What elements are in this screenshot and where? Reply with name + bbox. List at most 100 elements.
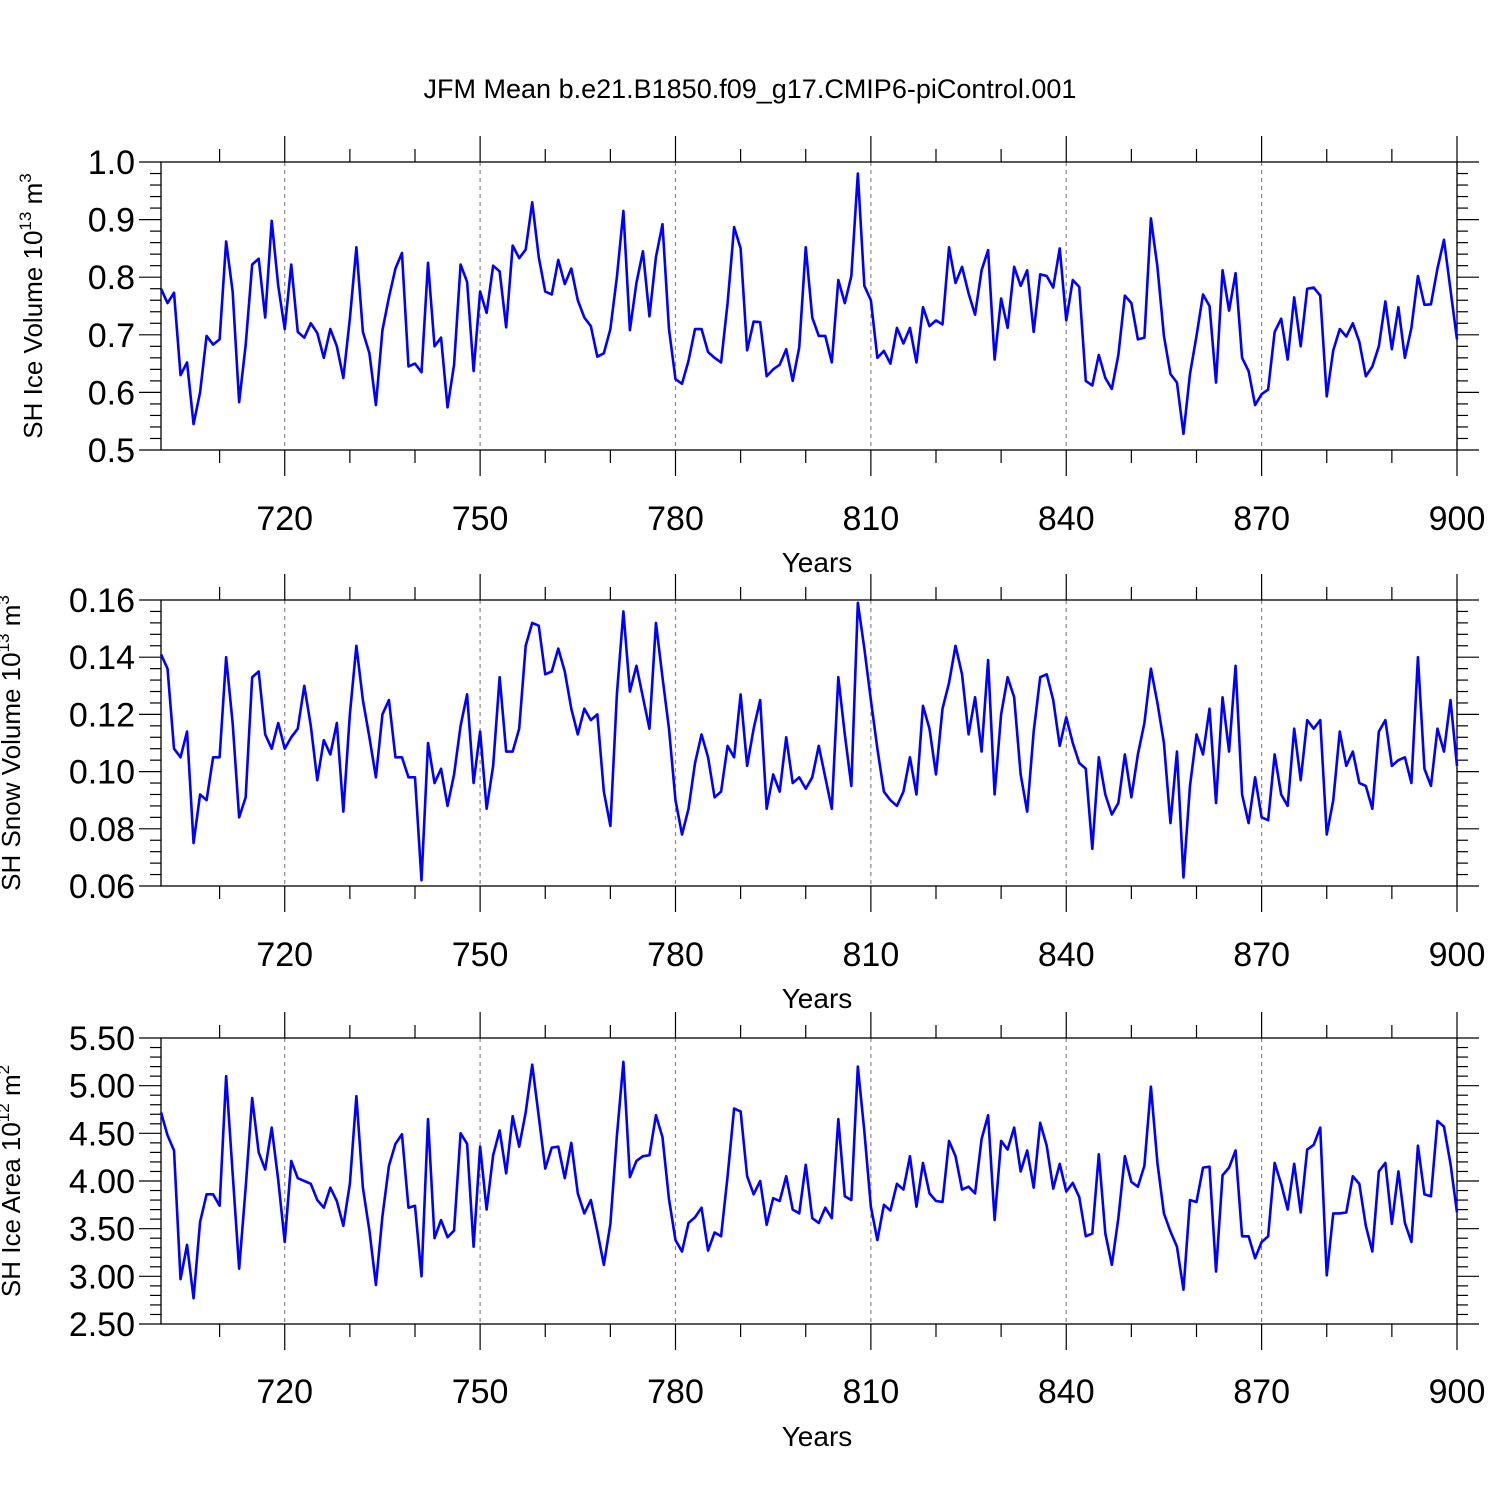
data-point <box>590 1199 592 1201</box>
y-axis-title-exponent: 13 <box>0 633 13 652</box>
data-point <box>1417 275 1419 277</box>
data-point <box>1059 247 1061 249</box>
data-point <box>375 1284 377 1286</box>
data-point <box>583 1212 585 1214</box>
data-point <box>1358 341 1360 343</box>
data-point <box>1293 1163 1295 1165</box>
data-point <box>889 799 891 801</box>
data-point <box>1176 1246 1178 1248</box>
data-point <box>525 248 527 250</box>
data-point <box>987 249 989 251</box>
x-axis-title: Years <box>782 983 853 1014</box>
data-point <box>1280 793 1282 795</box>
series-points <box>160 602 1458 882</box>
data-point <box>303 1180 305 1182</box>
data-point <box>407 776 409 778</box>
data-point <box>1332 1212 1334 1214</box>
data-point <box>948 246 950 248</box>
data-point <box>492 1154 494 1156</box>
data-point <box>1286 805 1288 807</box>
data-point <box>1456 765 1458 767</box>
data-point <box>1221 269 1223 271</box>
data-point <box>381 713 383 715</box>
data-point <box>1046 1145 1048 1147</box>
data-point <box>349 317 351 319</box>
data-point <box>368 352 370 354</box>
data-point <box>173 748 175 750</box>
data-point <box>1091 848 1093 850</box>
data-point <box>818 1222 820 1224</box>
data-point <box>1032 1186 1034 1188</box>
data-point <box>336 1200 338 1202</box>
x-tick-label: 720 <box>256 500 313 538</box>
data-point <box>1436 728 1438 730</box>
data-point <box>1202 753 1204 755</box>
data-point <box>297 331 299 333</box>
data-point <box>726 1175 728 1177</box>
data-point <box>674 1239 676 1241</box>
x-tick-label: 780 <box>647 936 704 974</box>
data-point <box>525 1111 527 1113</box>
data-point <box>342 810 344 812</box>
data-point <box>974 696 976 698</box>
data-point <box>1182 876 1184 878</box>
data-point <box>1449 1163 1451 1165</box>
data-point <box>336 722 338 724</box>
data-point <box>700 733 702 735</box>
data-point <box>1339 730 1341 732</box>
data-point <box>1195 335 1197 337</box>
data-point <box>1091 384 1093 386</box>
y-axis-title-unit-exponent: 3 <box>0 595 13 604</box>
data-point <box>551 670 553 672</box>
data-point <box>1221 1174 1223 1176</box>
data-point <box>752 320 754 322</box>
data-point <box>433 345 435 347</box>
data-point <box>863 647 865 649</box>
data-point <box>1234 1149 1236 1151</box>
data-point <box>622 210 624 212</box>
figure-title: JFM Mean b.e21.B1850.f09_g17.CMIP6-piCon… <box>424 74 1077 104</box>
data-point <box>792 782 794 784</box>
data-point <box>570 707 572 709</box>
data-point <box>479 290 481 292</box>
data-point <box>909 327 911 329</box>
data-point <box>160 653 162 655</box>
data-point <box>831 808 833 810</box>
data-point <box>1260 393 1262 395</box>
y-axis-title-base: SH Ice Volume 10 <box>18 231 48 439</box>
data-point <box>681 383 683 385</box>
data-point <box>329 1186 331 1188</box>
data-point <box>290 1160 292 1162</box>
data-point <box>1104 793 1106 795</box>
y-tick-label: 0.6 <box>88 374 135 412</box>
data-point <box>1436 267 1438 269</box>
data-point <box>1423 768 1425 770</box>
data-point <box>1026 810 1028 812</box>
data-point <box>870 299 872 301</box>
data-point <box>674 799 676 801</box>
data-point <box>557 1145 559 1147</box>
data-point <box>1039 273 1041 275</box>
data-point <box>212 756 214 758</box>
data-point <box>205 335 207 337</box>
y-tick-label: 2.50 <box>69 1306 135 1344</box>
data-point <box>192 842 194 844</box>
data-point <box>1143 336 1145 338</box>
data-point <box>1326 833 1328 835</box>
data-point <box>1352 322 1354 324</box>
data-point <box>1215 802 1217 804</box>
data-point <box>1293 728 1295 730</box>
data-point <box>368 736 370 738</box>
data-point <box>1098 1153 1100 1155</box>
data-point <box>401 756 403 758</box>
data-point <box>941 323 943 325</box>
data-point <box>596 1230 598 1232</box>
data-point <box>635 1160 637 1162</box>
data-point <box>1430 1195 1432 1197</box>
data-point <box>772 1197 774 1199</box>
data-point <box>1111 1264 1113 1266</box>
data-point <box>1117 354 1119 356</box>
data-point <box>655 622 657 624</box>
data-point <box>160 288 162 290</box>
data-point <box>570 1142 572 1144</box>
